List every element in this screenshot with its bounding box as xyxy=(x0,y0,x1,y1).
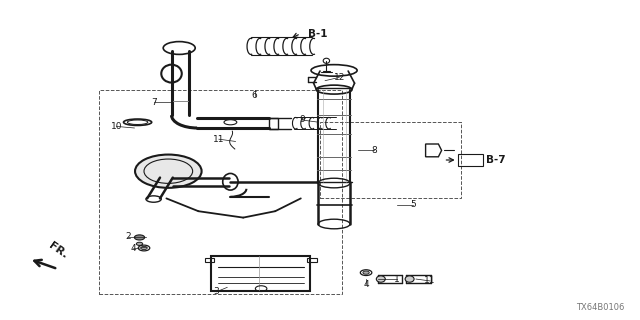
Bar xyxy=(205,258,214,262)
Text: 10: 10 xyxy=(111,122,122,131)
Ellipse shape xyxy=(136,242,143,245)
Bar xyxy=(269,118,278,129)
Text: 9: 9 xyxy=(300,116,305,124)
Text: TX64B0106: TX64B0106 xyxy=(575,303,624,312)
Bar xyxy=(320,122,461,198)
Bar xyxy=(458,154,483,166)
Text: 8: 8 xyxy=(372,146,377,155)
Ellipse shape xyxy=(405,276,414,282)
Ellipse shape xyxy=(134,235,145,240)
Bar xyxy=(99,90,342,294)
Text: 1: 1 xyxy=(394,275,399,284)
Text: 3: 3 xyxy=(214,287,219,296)
Text: 7: 7 xyxy=(151,98,156,107)
Ellipse shape xyxy=(135,155,202,188)
Ellipse shape xyxy=(141,246,147,250)
Text: 5: 5 xyxy=(410,200,415,209)
Text: 4: 4 xyxy=(364,280,369,289)
Text: 12: 12 xyxy=(333,73,345,82)
Ellipse shape xyxy=(376,276,385,282)
Bar xyxy=(307,258,317,262)
Text: B-1: B-1 xyxy=(308,28,328,39)
Text: B-7: B-7 xyxy=(486,155,506,165)
Text: FR.: FR. xyxy=(47,241,69,261)
Text: 2: 2 xyxy=(125,232,131,241)
Text: 6: 6 xyxy=(252,92,257,100)
Ellipse shape xyxy=(363,271,369,274)
Text: 11: 11 xyxy=(424,276,436,285)
Bar xyxy=(211,256,310,291)
Text: 11: 11 xyxy=(213,135,225,144)
Text: 4: 4 xyxy=(131,244,136,253)
